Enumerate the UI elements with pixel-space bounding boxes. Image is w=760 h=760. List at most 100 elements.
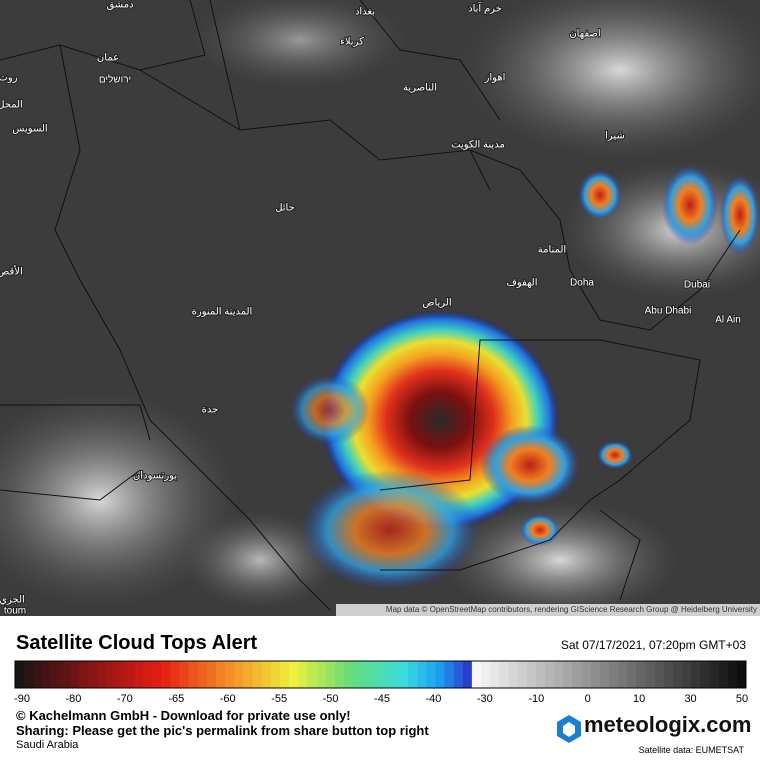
- scale-cell: [499, 661, 509, 688]
- scale-cell: [581, 661, 591, 688]
- scale-cell: [142, 661, 153, 688]
- title: Satellite Cloud Tops Alert: [16, 632, 258, 654]
- scale-cell: [709, 661, 719, 688]
- scale-cell: [407, 661, 418, 688]
- scale-cell: [398, 661, 409, 688]
- borders: [0, 0, 741, 611]
- scale-cell: [234, 661, 244, 688]
- scale-cell: [426, 661, 436, 688]
- scale-cell: [115, 661, 125, 688]
- scale-cell: [15, 661, 25, 688]
- region: Saudi Arabia: [16, 739, 79, 751]
- scale-tick-label: -60: [220, 693, 236, 705]
- city-label: المنامة: [538, 245, 566, 256]
- scale-cell: [343, 661, 354, 688]
- scale-cell: [700, 661, 710, 688]
- scale-cell: [389, 661, 400, 688]
- city-label: Al Ain: [715, 315, 741, 326]
- scale-cell: [325, 661, 336, 688]
- city-label: المحل: [0, 100, 23, 111]
- scale-cell: [544, 661, 555, 688]
- scale-tick-label: 50: [736, 693, 748, 705]
- scale-cell: [289, 661, 299, 688]
- timestamp: Sat 07/17/2021, 07:20pm GMT+03: [560, 638, 746, 652]
- scale-cell: [97, 661, 107, 688]
- scale-cell: [279, 661, 290, 688]
- scale-cell: [718, 661, 729, 688]
- scale-cell: [727, 661, 738, 688]
- scale-tick-label: -70: [117, 693, 133, 705]
- scale-cell: [133, 661, 144, 688]
- scale-cell: [526, 661, 537, 688]
- city-label: Doha: [570, 278, 594, 289]
- city-label: Abu Dhabi: [645, 306, 692, 317]
- city-label: الجزي: [0, 595, 25, 606]
- scale-tick-label: -80: [65, 693, 81, 705]
- scale-cell: [627, 661, 637, 688]
- scale-cell: [261, 661, 272, 688]
- city-label: مدينة الكويت: [451, 140, 505, 151]
- scale-cell: [682, 661, 692, 688]
- scale-cell: [554, 661, 564, 688]
- city-label: خرم آباد: [468, 2, 502, 15]
- city-label: اهواز: [484, 73, 506, 84]
- scale-cell: [490, 661, 500, 688]
- scale-cell: [435, 661, 445, 688]
- city-label: حائل: [275, 203, 295, 214]
- color-scale: -90 -80 -70 -65 -60 -55 -50 -45 -40 -30 -10 0 10 30 50: [14, 660, 748, 705]
- data-source: Satellite data: EUMETSAT: [638, 745, 744, 755]
- scale-tick-label: -10: [528, 693, 544, 705]
- scale-cell: [654, 661, 665, 688]
- scale-tick-label: 0: [585, 693, 591, 705]
- scale-cell: [307, 661, 317, 688]
- scale-cell: [563, 661, 573, 688]
- scale-cell: [106, 661, 116, 688]
- city-labels: دمشق بغداد خرم آباد كربلاء اصفهان عمان י…: [0, 0, 742, 616]
- scale-cell: [353, 661, 363, 688]
- scale-cell: [316, 661, 326, 688]
- scale-cell: [179, 661, 189, 688]
- scale-cell: [417, 661, 427, 688]
- city-label: Dubai: [684, 280, 710, 291]
- city-label: السويس: [12, 124, 47, 135]
- scale-cell: [608, 661, 619, 688]
- scale-cell: [60, 661, 71, 688]
- sharing-note: Sharing: Please get the pic's permalink …: [16, 723, 429, 738]
- scale-cell: [170, 661, 180, 688]
- scale-tick-label: -30: [477, 693, 493, 705]
- scale-cell: [270, 661, 281, 688]
- scale-cell: [645, 661, 655, 688]
- city-label: toum: [4, 606, 26, 616]
- scale-cell: [636, 661, 646, 688]
- city-label: اصفهان: [569, 29, 600, 40]
- scale-cell: [736, 661, 747, 688]
- scale-cell: [691, 661, 701, 688]
- scale-cell: [517, 661, 527, 688]
- brand: meteologix.com: [584, 712, 752, 737]
- scale-cell: [380, 661, 390, 688]
- city-label: المدينة المنورة: [192, 307, 253, 318]
- city-label: جدة: [202, 405, 219, 416]
- logo-icon: [557, 715, 581, 743]
- scale-cell: [572, 661, 582, 688]
- map-attribution: Map data © OpenStreetMap contributors, r…: [386, 605, 757, 614]
- city-label: شيرا: [605, 131, 625, 142]
- storm-cells: [290, 165, 760, 590]
- scale-cell: [33, 661, 43, 688]
- scale-cell: [672, 661, 683, 688]
- scale-cell: [243, 661, 253, 688]
- scale-cell: [298, 661, 308, 688]
- scale-cell: [599, 661, 610, 688]
- scale-cell: [444, 661, 454, 688]
- city-label: دمشق: [106, 0, 133, 11]
- scale-cell: [188, 661, 199, 688]
- scale-cell: [590, 661, 601, 688]
- scale-cell: [78, 661, 89, 688]
- scale-cell: [206, 661, 217, 688]
- scale-tick-label: -65: [168, 693, 184, 705]
- scale-cell: [481, 661, 491, 688]
- city-label: الهفوف: [506, 278, 537, 289]
- scale-cell: [508, 661, 518, 688]
- satellite-map: دمشق بغداد خرم آباد كربلاء اصفهان عمان י…: [0, 0, 760, 616]
- city-label: الناصرية: [403, 83, 437, 94]
